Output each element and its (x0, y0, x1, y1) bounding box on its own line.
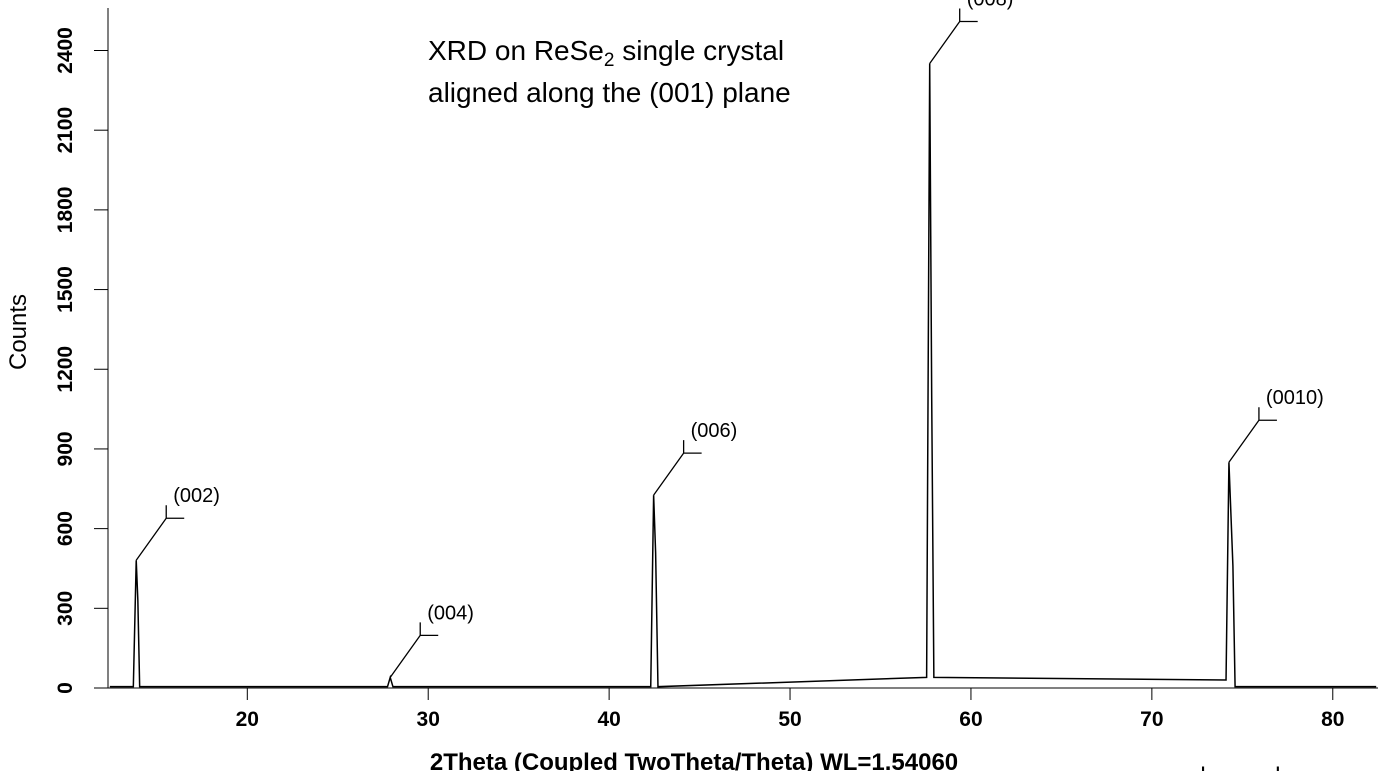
y-tick-label: 300 (54, 591, 77, 626)
x-tick-label: 50 (778, 708, 801, 731)
y-tick-label: 1800 (54, 187, 77, 234)
y-tick-label: 600 (54, 511, 77, 546)
annotation-leader (929, 8, 978, 64)
x-tick-label: 40 (597, 708, 620, 731)
annotation: (0010) (1266, 387, 1324, 409)
x-tick-label: 30 (417, 708, 440, 731)
annotation: (006) (691, 420, 738, 442)
annotation: (008) (967, 0, 1014, 11)
y-tick-label: 2100 (54, 107, 77, 154)
chart-title-line2: aligned along the (001) plane (428, 77, 791, 108)
x-tick-label: 80 (1321, 708, 1344, 731)
y-tick-label: 0 (54, 682, 77, 694)
x-axis-label: 2Theta (Coupled TwoTheta/Theta) WL=1.540… (430, 749, 958, 771)
annotation-leader (653, 440, 702, 496)
chart-title: XRD on ReSe2 single crystal (428, 35, 784, 71)
y-tick-label: 900 (54, 431, 77, 466)
annotation-leader (389, 622, 439, 678)
annotation: (004) (427, 602, 474, 624)
y-tick-label: 1500 (54, 266, 77, 313)
annotation-leader (135, 505, 185, 561)
y-axis-label: Counts (5, 294, 32, 370)
watermark: www.bggraphene.com (1142, 763, 1380, 771)
x-tick-label: 60 (959, 708, 982, 731)
y-tick-label: 2400 (54, 27, 77, 74)
y-tick-label: 1200 (54, 346, 77, 393)
diffraction-line (109, 63, 1377, 688)
annotation: (002) (173, 485, 220, 507)
annotation-leader (1228, 407, 1277, 463)
x-tick-label: 70 (1140, 708, 1163, 731)
x-tick-label: 20 (236, 708, 259, 731)
